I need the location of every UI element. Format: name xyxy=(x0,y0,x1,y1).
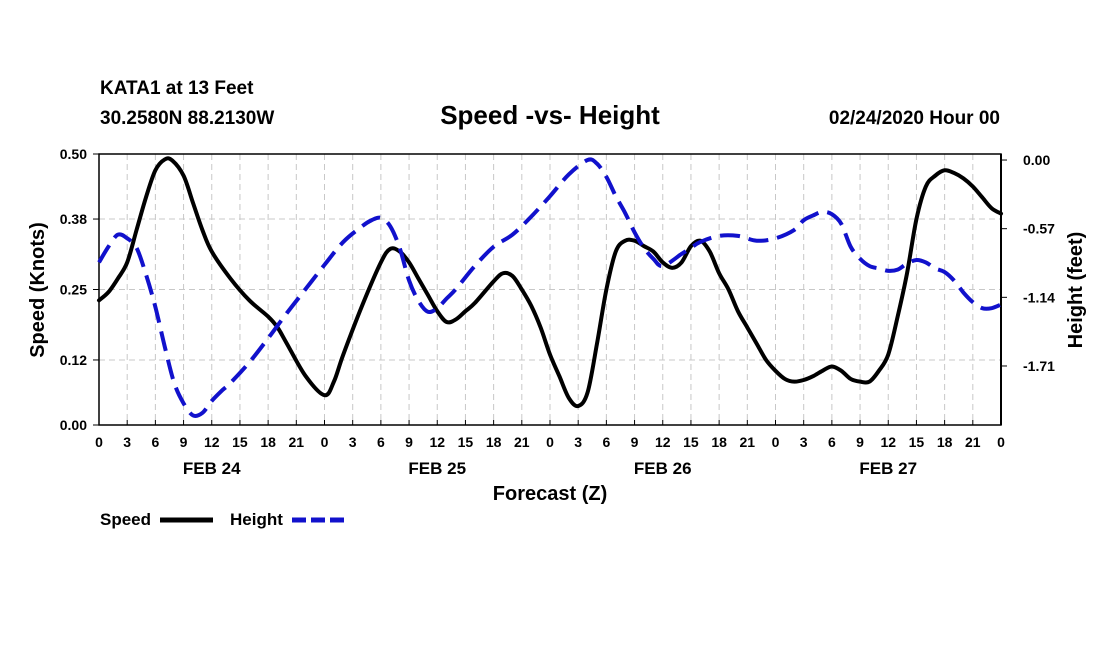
right-tick-label: -0.57 xyxy=(1023,221,1055,237)
coordinates-label: 30.2580N 88.2130W xyxy=(100,108,274,129)
x-tick-label: 18 xyxy=(711,434,727,450)
left-tick-label: 0.50 xyxy=(60,146,87,162)
x-tick-label: 0 xyxy=(321,434,329,450)
chart-title: Speed -vs- Height xyxy=(440,100,660,130)
x-tick-label: 6 xyxy=(828,434,836,450)
legend-height-label: Height xyxy=(230,510,283,529)
x-tick-label: 3 xyxy=(574,434,582,450)
x-tick-label: 21 xyxy=(740,434,756,450)
x-tick-label: 9 xyxy=(856,434,864,450)
day-label: FEB 27 xyxy=(859,459,917,478)
x-tick-label: 15 xyxy=(909,434,925,450)
day-label: FEB 24 xyxy=(183,459,241,478)
x-tick-label: 15 xyxy=(232,434,248,450)
right-tick-label: -1.71 xyxy=(1023,358,1055,374)
x-tick-label: 3 xyxy=(123,434,131,450)
x-tick-label: 6 xyxy=(602,434,610,450)
legend-speed-label: Speed xyxy=(100,510,151,529)
x-tick-label: 12 xyxy=(204,434,220,450)
left-tick-label: 0.25 xyxy=(60,282,87,298)
x-tick-label: 9 xyxy=(180,434,188,450)
x-tick-label: 9 xyxy=(631,434,639,450)
x-axis-title: Forecast (Z) xyxy=(493,483,607,505)
x-tick-label: 0 xyxy=(772,434,780,450)
x-tick-label: 18 xyxy=(260,434,276,450)
forecast-timestamp: 02/24/2020 Hour 00 xyxy=(829,108,1000,129)
y-axis-left-title: Speed (Knots) xyxy=(27,222,49,358)
legend: Speed Height xyxy=(100,510,345,529)
height-series-line xyxy=(97,157,1002,418)
x-tick-label: 21 xyxy=(289,434,305,450)
x-tick-label: 15 xyxy=(458,434,474,450)
x-tick-label: 3 xyxy=(349,434,357,450)
day-label: FEB 26 xyxy=(634,459,692,478)
x-tick-label: 0 xyxy=(95,434,103,450)
x-tick-label: 9 xyxy=(405,434,413,450)
right-tick-label: 0.00 xyxy=(1023,152,1050,168)
left-tick-label: 0.00 xyxy=(60,417,87,433)
speed-series-line xyxy=(97,156,1003,409)
x-tick-label: 0 xyxy=(546,434,554,450)
x-tick-label: 21 xyxy=(965,434,981,450)
x-tick-label: 12 xyxy=(880,434,896,450)
right-tick-label: -1.14 xyxy=(1023,289,1055,305)
y-axis-right-title: Height (feet) xyxy=(1065,232,1087,349)
station-label: KATA1 at 13 Feet xyxy=(100,78,254,99)
right-axis-ticks: 0.00 -0.57 -1.14 -1.71 xyxy=(1001,152,1055,374)
x-tick-label: 15 xyxy=(683,434,699,450)
day-labels: FEB 24 FEB 25 FEB 26 FEB 27 xyxy=(183,459,917,478)
x-tick-label: 6 xyxy=(377,434,385,450)
x-axis-ticks: 0 3 6 9 12 15 18 21 0 3 6 9 12 15 18 21 0 3 6 9 12 15 18 21 0 3 6 9… xyxy=(95,420,1005,450)
day-label: FEB 25 xyxy=(408,459,466,478)
left-tick-label: 0.38 xyxy=(60,211,87,227)
x-tick-label: 6 xyxy=(151,434,159,450)
x-tick-label: 18 xyxy=(486,434,502,450)
x-tick-label: 0 xyxy=(997,434,1005,450)
x-tick-label: 21 xyxy=(514,434,530,450)
left-tick-label: 0.12 xyxy=(60,352,87,368)
left-axis-ticks: 0.00 0.12 0.25 0.38 0.50 xyxy=(60,146,99,433)
x-tick-label: 12 xyxy=(655,434,671,450)
x-tick-label: 18 xyxy=(937,434,953,450)
x-tick-label: 12 xyxy=(429,434,445,450)
x-tick-label: 3 xyxy=(800,434,808,450)
